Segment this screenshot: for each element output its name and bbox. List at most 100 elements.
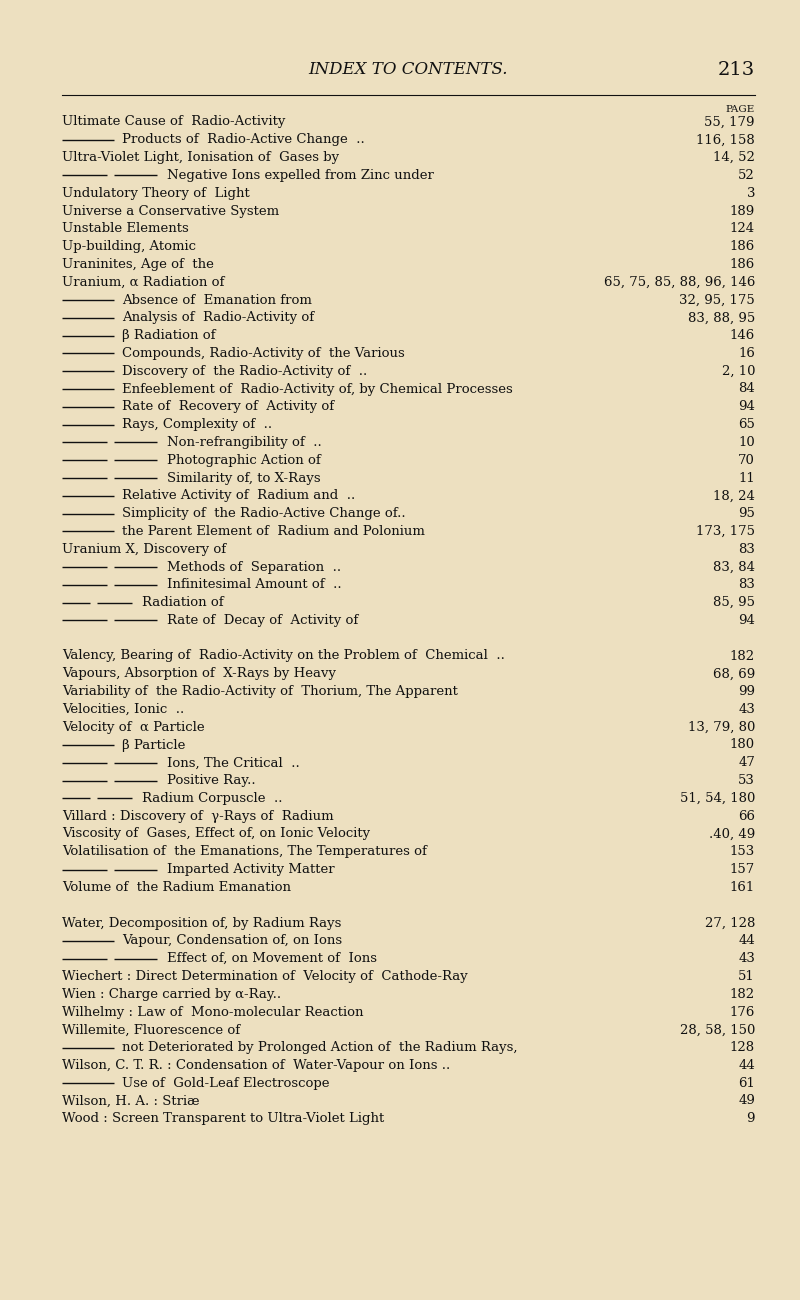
Text: 44: 44 [738, 1060, 755, 1072]
Text: Radium Corpuscle  ..: Radium Corpuscle .. [142, 792, 282, 805]
Text: 161: 161 [730, 881, 755, 894]
Text: Wilson, H. A. : Striæ: Wilson, H. A. : Striæ [62, 1095, 199, 1108]
Text: 85, 95: 85, 95 [713, 597, 755, 610]
Text: 83: 83 [738, 578, 755, 592]
Text: 124: 124 [730, 222, 755, 235]
Text: 182: 182 [730, 988, 755, 1001]
Text: β Particle: β Particle [122, 738, 186, 751]
Text: Velocities, Ionic  ..: Velocities, Ionic .. [62, 703, 184, 716]
Text: 47: 47 [738, 757, 755, 770]
Text: 32, 95, 175: 32, 95, 175 [679, 294, 755, 307]
Text: 55, 179: 55, 179 [705, 116, 755, 129]
Text: 186: 186 [730, 240, 755, 254]
Text: 49: 49 [738, 1095, 755, 1108]
Text: Use of  Gold-Leaf Electroscope: Use of Gold-Leaf Electroscope [122, 1076, 330, 1089]
Text: 189: 189 [730, 204, 755, 217]
Text: 176: 176 [730, 1005, 755, 1018]
Text: 11: 11 [738, 472, 755, 485]
Text: Non-refrangibility of  ..: Non-refrangibility of .. [167, 436, 322, 448]
Text: Rate of  Decay of  Activity of: Rate of Decay of Activity of [167, 614, 358, 627]
Text: Discovery of  the Radio-Activity of  ..: Discovery of the Radio-Activity of .. [122, 365, 367, 378]
Text: 186: 186 [730, 257, 755, 270]
Text: Universe a Conservative System: Universe a Conservative System [62, 204, 279, 217]
Text: Radiation of: Radiation of [142, 597, 224, 610]
Text: Valency, Bearing of  Radio-Activity on the Problem of  Chemical  ..: Valency, Bearing of Radio-Activity on th… [62, 650, 505, 663]
Text: 3: 3 [746, 187, 755, 200]
Text: Vapours, Absorption of  X-Rays by Heavy: Vapours, Absorption of X-Rays by Heavy [62, 667, 336, 680]
Text: Villard : Discovery of  γ-Rays of  Radium: Villard : Discovery of γ-Rays of Radium [62, 810, 334, 823]
Text: Analysis of  Radio-Activity of: Analysis of Radio-Activity of [122, 311, 314, 324]
Text: Ultimate Cause of  Radio-Activity: Ultimate Cause of Radio-Activity [62, 116, 286, 129]
Text: Positive Ray..: Positive Ray.. [167, 774, 256, 786]
Text: 52: 52 [738, 169, 755, 182]
Text: Unstable Elements: Unstable Elements [62, 222, 189, 235]
Text: 14, 52: 14, 52 [713, 151, 755, 164]
Text: 83: 83 [738, 542, 755, 555]
Text: 94: 94 [738, 400, 755, 413]
Text: 65: 65 [738, 419, 755, 432]
Text: 83, 88, 95: 83, 88, 95 [688, 311, 755, 324]
Text: 70: 70 [738, 454, 755, 467]
Text: 51: 51 [738, 970, 755, 983]
Text: Wilson, C. T. R. : Condensation of  Water-Vapour on Ions ..: Wilson, C. T. R. : Condensation of Water… [62, 1060, 450, 1072]
Text: 51, 54, 180: 51, 54, 180 [680, 792, 755, 805]
Text: 13, 79, 80: 13, 79, 80 [688, 720, 755, 733]
Text: 2, 10: 2, 10 [722, 365, 755, 378]
Text: 68, 69: 68, 69 [713, 667, 755, 680]
Text: Enfeeblement of  Radio-Activity of, by Chemical Processes: Enfeeblement of Radio-Activity of, by Ch… [122, 382, 513, 395]
Text: 44: 44 [738, 935, 755, 948]
Text: 27, 128: 27, 128 [705, 916, 755, 930]
Text: Infinitesimal Amount of  ..: Infinitesimal Amount of .. [167, 578, 342, 592]
Text: 61: 61 [738, 1076, 755, 1089]
Text: Wien : Charge carried by α-Ray..: Wien : Charge carried by α-Ray.. [62, 988, 281, 1001]
Text: 116, 158: 116, 158 [696, 134, 755, 147]
Text: 146: 146 [730, 329, 755, 342]
Text: 16: 16 [738, 347, 755, 360]
Text: Water, Decomposition of, by Radium Rays: Water, Decomposition of, by Radium Rays [62, 916, 342, 930]
Text: PAGE: PAGE [726, 105, 755, 114]
Text: Methods of  Separation  ..: Methods of Separation .. [167, 560, 341, 573]
Text: Negative Ions expelled from Zinc under: Negative Ions expelled from Zinc under [167, 169, 434, 182]
Text: Compounds, Radio-Activity of  the Various: Compounds, Radio-Activity of the Various [122, 347, 405, 360]
Text: 43: 43 [738, 703, 755, 716]
Text: Undulatory Theory of  Light: Undulatory Theory of Light [62, 187, 250, 200]
Text: Imparted Activity Matter: Imparted Activity Matter [167, 863, 334, 876]
Text: Viscosity of  Gases, Effect of, on Ionic Velocity: Viscosity of Gases, Effect of, on Ionic … [62, 828, 370, 841]
Text: Ultra-Violet Light, Ionisation of  Gases by: Ultra-Violet Light, Ionisation of Gases … [62, 151, 339, 164]
Text: Volume of  the Radium Emanation: Volume of the Radium Emanation [62, 881, 291, 894]
Text: Uranium X, Discovery of: Uranium X, Discovery of [62, 542, 226, 555]
Text: Variability of  the Radio-Activity of  Thorium, The Apparent: Variability of the Radio-Activity of Tho… [62, 685, 458, 698]
Text: Effect of, on Movement of  Ions: Effect of, on Movement of Ions [167, 952, 377, 965]
Text: Wilhelmy : Law of  Mono-molecular Reaction: Wilhelmy : Law of Mono-molecular Reactio… [62, 1005, 363, 1018]
Text: 18, 24: 18, 24 [713, 489, 755, 502]
Text: INDEX TO CONTENTS.: INDEX TO CONTENTS. [309, 61, 508, 78]
Text: Ions, The Critical  ..: Ions, The Critical .. [167, 757, 300, 770]
Text: Uraninites, Age of  the: Uraninites, Age of the [62, 257, 214, 270]
Text: 84: 84 [738, 382, 755, 395]
Text: β Radiation of: β Radiation of [122, 329, 215, 342]
Text: 94: 94 [738, 614, 755, 627]
Text: 66: 66 [738, 810, 755, 823]
Text: Similarity of, to X-Rays: Similarity of, to X-Rays [167, 472, 321, 485]
Text: Wiechert : Direct Determination of  Velocity of  Cathode-Ray: Wiechert : Direct Determination of Veloc… [62, 970, 468, 983]
Text: Velocity of  α Particle: Velocity of α Particle [62, 720, 205, 733]
Text: Uranium, α Radiation of: Uranium, α Radiation of [62, 276, 224, 289]
Text: Volatilisation of  the Emanations, The Temperatures of: Volatilisation of the Emanations, The Te… [62, 845, 427, 858]
Text: Vapour, Condensation of, on Ions: Vapour, Condensation of, on Ions [122, 935, 342, 948]
Text: Up-building, Atomic: Up-building, Atomic [62, 240, 196, 254]
Text: .40, 49: .40, 49 [709, 828, 755, 841]
Text: 173, 175: 173, 175 [696, 525, 755, 538]
Text: Wood : Screen Transparent to Ultra-Violet Light: Wood : Screen Transparent to Ultra-Viole… [62, 1113, 384, 1126]
Text: Rate of  Recovery of  Activity of: Rate of Recovery of Activity of [122, 400, 334, 413]
Text: Absence of  Emanation from: Absence of Emanation from [122, 294, 312, 307]
Text: 95: 95 [738, 507, 755, 520]
Text: Simplicity of  the Radio-Active Change of..: Simplicity of the Radio-Active Change of… [122, 507, 406, 520]
Text: 128: 128 [730, 1041, 755, 1054]
Text: Relative Activity of  Radium and  ..: Relative Activity of Radium and .. [122, 489, 355, 502]
Text: 182: 182 [730, 650, 755, 663]
Text: not Deteriorated by Prolonged Action of  the Radium Rays,: not Deteriorated by Prolonged Action of … [122, 1041, 518, 1054]
Text: the Parent Element of  Radium and Polonium: the Parent Element of Radium and Poloniu… [122, 525, 425, 538]
Text: 65, 75, 85, 88, 96, 146: 65, 75, 85, 88, 96, 146 [604, 276, 755, 289]
Text: Rays, Complexity of  ..: Rays, Complexity of .. [122, 419, 272, 432]
Text: 99: 99 [738, 685, 755, 698]
